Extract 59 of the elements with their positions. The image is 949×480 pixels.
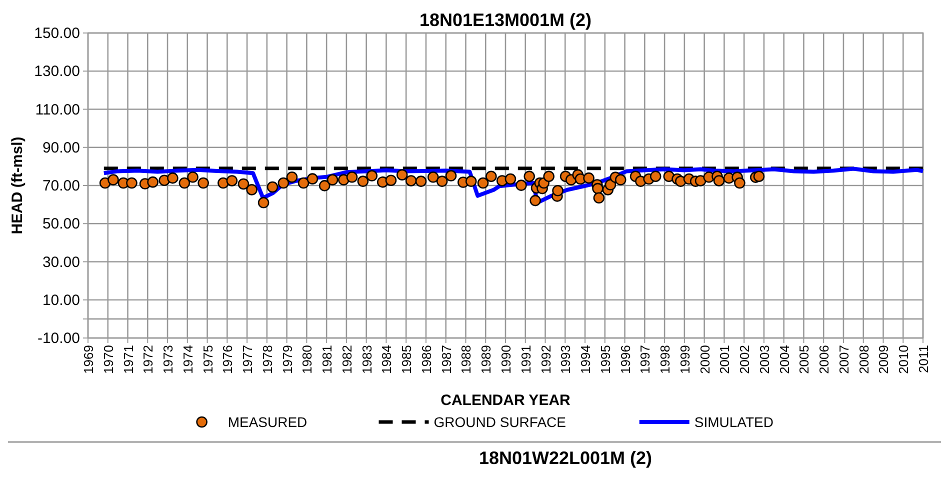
x-tick-label: 2009 — [876, 345, 892, 374]
chart-title: 18N01E13M001M (2) — [419, 10, 592, 30]
x-tick-label: 2008 — [856, 345, 872, 374]
legend-label: GROUND SURFACE — [434, 414, 566, 430]
y-axis-title: HEAD (ft-msl) — [9, 136, 26, 234]
y-tick-label: 130.00 — [34, 63, 80, 80]
text: 18N01W22L001M (2) — [478, 448, 652, 468]
x-axis-title: CALENDAR YEAR — [440, 392, 571, 409]
y-tick-label: 50.00 — [42, 216, 80, 233]
x-tick-label: 1992 — [538, 345, 554, 374]
y-tick-label: -10.00 — [37, 330, 80, 347]
x-tick-label: 1969 — [81, 345, 96, 374]
x-tick-label: 2003 — [756, 345, 772, 374]
y-tick-label: 30.00 — [42, 254, 80, 271]
x-tick-label: 1984 — [379, 345, 394, 374]
x-tick-label: 1971 — [120, 345, 136, 374]
x-tick-label: 1996 — [618, 345, 633, 374]
x-tick-label: 2001 — [717, 345, 732, 374]
x-tick-label: 1993 — [558, 345, 574, 374]
x-tick-label: 1981 — [320, 345, 335, 374]
x-tick-label: 1979 — [280, 345, 295, 374]
legend-label: MEASURED — [228, 414, 308, 430]
x-tick-label: 1983 — [359, 345, 374, 374]
x-tick-label: 1977 — [240, 345, 256, 374]
x-tick-label: 1988 — [458, 345, 474, 374]
x-tick-label: 1972 — [140, 345, 156, 374]
x-tick-label: 2007 — [836, 345, 852, 374]
legend-label: SIMULATED — [694, 414, 774, 430]
x-tick-label: 1989 — [478, 345, 494, 374]
x-tick-label: 1970 — [100, 345, 116, 374]
y-tick-label: 150.00 — [34, 25, 80, 42]
x-tick-label: 1987 — [438, 345, 454, 374]
y-tick-label: 110.00 — [35, 101, 80, 118]
x-tick-label: 2004 — [776, 345, 792, 374]
x-tick-label: 1991 — [518, 345, 534, 374]
x-tick-label: 1985 — [399, 345, 414, 374]
x-tick-label: 1994 — [578, 345, 594, 374]
x-tick-label: 2005 — [796, 345, 812, 374]
x-tick-label: 1998 — [658, 345, 673, 374]
y-tick-label: 90.00 — [42, 139, 80, 156]
x-tick-label: 1980 — [300, 345, 315, 374]
x-tick-label: 2002 — [737, 345, 752, 374]
y-tick-label: 10.00 — [42, 292, 80, 309]
x-tick-label: 1995 — [598, 345, 613, 374]
x-tick-label: 1999 — [677, 345, 692, 374]
x-tick-label: 2006 — [816, 345, 832, 374]
x-tick-label: 1976 — [220, 345, 236, 374]
y-tick-label: 70.00 — [42, 178, 80, 194]
x-tick-label: 1990 — [498, 345, 514, 374]
x-tick-label: 2010 — [896, 345, 912, 374]
x-tick-label: 1974 — [180, 345, 196, 374]
x-tick-label: 1997 — [638, 345, 653, 374]
x-tick-label: 1986 — [418, 345, 434, 374]
x-tick-label: 1973 — [160, 345, 176, 374]
x-tick-label: 1978 — [260, 345, 275, 374]
x-tick-label: 2000 — [697, 345, 712, 374]
x-tick-label: 1975 — [200, 345, 216, 374]
x-tick-label: 2011 — [916, 345, 931, 373]
x-tick-label: 1982 — [339, 345, 354, 374]
